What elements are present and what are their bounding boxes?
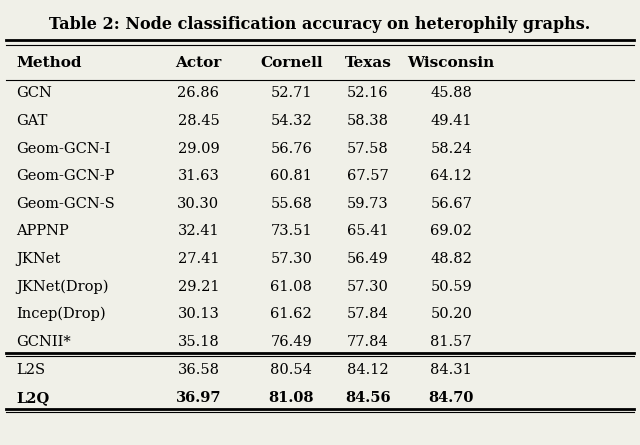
Text: 28.45: 28.45 [177,114,220,128]
Text: 84.70: 84.70 [429,391,474,405]
Text: L2S: L2S [16,364,45,377]
Text: JKNet(Drop): JKNet(Drop) [16,279,109,294]
Text: Texas: Texas [344,56,392,70]
Text: 27.41: 27.41 [178,252,219,266]
Text: 57.84: 57.84 [347,307,389,321]
Text: 81.57: 81.57 [430,335,472,349]
Text: Table 2: Node classification accuracy on heterophily graphs.: Table 2: Node classification accuracy on… [49,16,591,32]
Text: 76.49: 76.49 [270,335,312,349]
Text: 67.57: 67.57 [347,169,389,183]
Text: 26.86: 26.86 [177,86,220,101]
Text: 84.12: 84.12 [347,364,389,377]
Text: 56.49: 56.49 [347,252,389,266]
Text: 52.16: 52.16 [347,86,389,101]
Text: 64.12: 64.12 [430,169,472,183]
Text: 48.82: 48.82 [430,252,472,266]
Text: 50.59: 50.59 [430,279,472,294]
Text: Method: Method [16,56,81,70]
Text: 54.32: 54.32 [270,114,312,128]
Text: Geom-GCN-I: Geom-GCN-I [16,142,110,156]
Text: 57.58: 57.58 [347,142,389,156]
Text: 30.13: 30.13 [177,307,220,321]
Text: GAT: GAT [16,114,47,128]
Text: 61.62: 61.62 [270,307,312,321]
Text: 57.30: 57.30 [347,279,389,294]
Text: 59.73: 59.73 [347,197,389,211]
Text: 69.02: 69.02 [430,224,472,239]
Text: 32.41: 32.41 [177,224,220,239]
Text: 58.24: 58.24 [430,142,472,156]
Text: 73.51: 73.51 [270,224,312,239]
Text: L2Q: L2Q [16,391,49,405]
Text: GCN: GCN [16,86,52,101]
Text: 58.38: 58.38 [347,114,389,128]
Text: 52.71: 52.71 [271,86,312,101]
Text: 30.30: 30.30 [177,197,220,211]
Text: Incep(Drop): Incep(Drop) [16,307,106,321]
Text: 50.20: 50.20 [430,307,472,321]
Text: 56.76: 56.76 [270,142,312,156]
Text: Cornell: Cornell [260,56,323,70]
Text: 36.58: 36.58 [177,364,220,377]
Text: Actor: Actor [175,56,221,70]
Text: 36.97: 36.97 [175,391,221,405]
Text: Geom-GCN-S: Geom-GCN-S [16,197,115,211]
Text: 57.30: 57.30 [270,252,312,266]
Text: 65.41: 65.41 [347,224,389,239]
Text: 56.67: 56.67 [430,197,472,211]
Text: 55.68: 55.68 [270,197,312,211]
Text: 49.41: 49.41 [431,114,472,128]
Text: 45.88: 45.88 [430,86,472,101]
Text: 80.54: 80.54 [270,364,312,377]
Text: JKNet: JKNet [16,252,60,266]
Text: 84.56: 84.56 [345,391,391,405]
Text: 77.84: 77.84 [347,335,389,349]
Text: Geom-GCN-P: Geom-GCN-P [16,169,115,183]
Text: 84.31: 84.31 [430,364,472,377]
Text: 31.63: 31.63 [177,169,220,183]
Text: APPNP: APPNP [16,224,68,239]
Text: 35.18: 35.18 [177,335,220,349]
Text: 61.08: 61.08 [270,279,312,294]
Text: GCNII*: GCNII* [16,335,71,349]
Text: Wisconsin: Wisconsin [408,56,495,70]
Text: 60.81: 60.81 [270,169,312,183]
Text: 29.21: 29.21 [178,279,219,294]
Text: 81.08: 81.08 [268,391,314,405]
Text: 29.09: 29.09 [177,142,220,156]
